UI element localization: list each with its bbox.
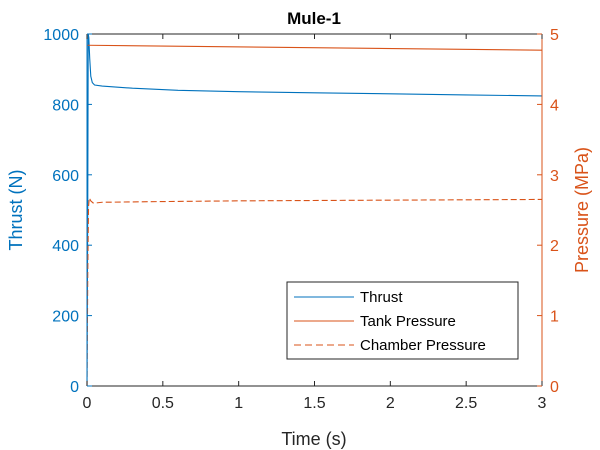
x-tick-label: 1.5 [303,395,325,412]
legend-label-chamber-pressure: Chamber Pressure [360,337,486,354]
y-right-tick-label: 2 [550,238,559,255]
y-axis-right-label: Pressure (MPa) [572,147,592,273]
y-right-tick-label: 3 [550,168,559,185]
y-left-tick-label: 800 [52,97,79,114]
y-right-tick-label: 1 [550,309,559,326]
series-line-chamber-pressure [86,196,543,387]
chart-title: Mule-1 [287,9,341,28]
legend: Thrust Tank Pressure Chamber Pressure [286,281,519,360]
y-axis-left-label: Thrust (N) [6,170,26,251]
y-right-tick-label: 0 [550,379,559,396]
y-left-tick-label: 400 [52,238,79,255]
series-line-thrust [86,33,543,387]
x-tick-label: 1 [234,395,243,412]
x-axis-label: Time (s) [281,429,346,449]
y-left-tick-label: 200 [52,309,79,326]
x-tick-label: 3 [538,395,547,412]
y-right-tick-label: 4 [550,97,559,114]
legend-label-thrust: Thrust [360,289,403,306]
x-tick-label: 2.5 [455,395,477,412]
series-line-tank-pressure [86,44,543,51]
y-right-tick-label: 5 [550,27,559,44]
y-left-tick-label: 0 [70,379,79,396]
x-tick-label: 0.5 [152,395,174,412]
series-layer [86,33,543,387]
legend-label-tank-pressure: Tank Pressure [360,313,456,330]
y-left-tick-label: 1000 [43,27,79,44]
y-left-tick-label: 600 [52,168,79,185]
x-tick-label: 0 [83,395,92,412]
x-tick-label: 2 [386,395,395,412]
